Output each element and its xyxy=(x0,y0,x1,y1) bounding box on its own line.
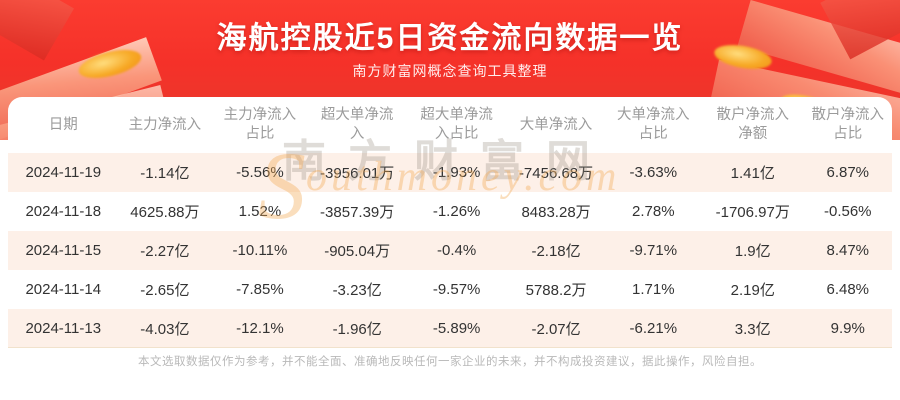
table-row: 2024-11-13 -4.03亿 -12.1% -1.96亿 -5.89% -… xyxy=(8,309,892,348)
table-cell-date: 2024-11-14 xyxy=(25,281,102,298)
table-cell: 5788.2万 xyxy=(525,282,587,299)
table-cell: -3857.39万 xyxy=(320,204,395,221)
table-cell: -3.23亿 xyxy=(332,282,382,299)
table-cell: -1.96亿 xyxy=(332,320,382,338)
table-cell: -6.21% xyxy=(629,319,678,337)
table-cell: -9.71% xyxy=(629,242,678,259)
column-header-retail-ratio: 散户净流入 占比 xyxy=(811,107,885,142)
table-body: 2024-11-19 -1.14亿 -5.56% -3956.01万 -1.93… xyxy=(8,153,892,348)
column-header-large-order-ratio: 大单净流入 占比 xyxy=(617,107,690,142)
page-subtitle: 南方财富网概念查询工具整理 xyxy=(352,63,548,79)
table-cell: -0.4% xyxy=(437,242,477,259)
table-cell: 1.71% xyxy=(632,281,675,298)
column-header-xlarge-order-ratio: 超大单净流 入占比 xyxy=(420,107,493,142)
table-cell: 8.47% xyxy=(826,242,870,259)
table-cell: -3.63% xyxy=(629,164,678,181)
table-cell: -5.56% xyxy=(236,164,284,181)
footer: 本文选取数据仅作为参考，并不能全面、准确地反映任何一家企业的未来，并不构成投资建… xyxy=(0,352,900,370)
table-cell: -12.1% xyxy=(236,319,284,337)
table-cell: 3.3亿 xyxy=(734,320,771,338)
data-table-card: 日期 主力净流入 主力净流入 占比 超大单净流 入 超大单净流 入占比 大单净流… xyxy=(8,97,892,400)
disclaimer-text: 本文选取数据仅作为参考，并不能全面、准确地反映任何一家企业的未来，并不构成投资建… xyxy=(138,356,762,368)
column-header-xlarge-order-net-inflow: 超大单净流 入 xyxy=(320,107,394,142)
table-cell-date: 2024-11-13 xyxy=(25,319,102,337)
table-cell: -7456.68万 xyxy=(518,165,594,182)
table-cell-date: 2024-11-15 xyxy=(25,242,102,259)
table-cell: -1.14亿 xyxy=(140,165,190,182)
table-cell: -4.03亿 xyxy=(140,320,190,338)
table-cell: 6.48% xyxy=(826,281,870,298)
table-cell: 1.9亿 xyxy=(734,243,771,260)
table-cell: -0.56% xyxy=(823,203,872,220)
table-cell: -2.65亿 xyxy=(140,282,190,299)
table-header-row: 日期 主力净流入 主力净流入 占比 超大单净流 入 超大单净流 入占比 大单净流… xyxy=(8,97,892,153)
table-cell: 2.19亿 xyxy=(730,282,775,299)
table-cell: -905.04万 xyxy=(324,243,391,260)
table-cell: -7.85% xyxy=(236,281,284,298)
table-cell: 4625.88万 xyxy=(130,204,200,221)
table-cell: -2.07亿 xyxy=(531,320,581,338)
table-cell: 1.52% xyxy=(238,203,282,220)
column-header-retail-net-inflow: 散户净流入 净额 xyxy=(716,107,789,142)
column-header-large-order-net-inflow: 大单净流入 xyxy=(519,116,593,133)
table-cell: -2.27亿 xyxy=(140,243,190,260)
table-cell: -5.89% xyxy=(432,319,481,337)
table-cell: 6.87% xyxy=(826,164,870,181)
table-cell: -1.93% xyxy=(432,164,481,181)
table-cell-date: 2024-11-19 xyxy=(25,164,102,181)
table-row: 2024-11-15 -2.27亿 -10.11% -905.04万 -0.4%… xyxy=(8,231,892,270)
table-cell-date: 2024-11-18 xyxy=(25,203,102,220)
table-cell: -9.57% xyxy=(432,281,481,298)
table-cell: 8483.28万 xyxy=(521,204,591,221)
table-cell: -3956.01万 xyxy=(320,165,395,182)
table-cell: -1.26% xyxy=(432,203,481,220)
column-header-main-net-inflow-ratio: 主力净流入 占比 xyxy=(223,107,297,142)
table-cell: -1706.97万 xyxy=(715,204,790,221)
table-cell: 1.41亿 xyxy=(730,165,775,182)
table-row: 2024-11-19 -1.14亿 -5.56% -3956.01万 -1.93… xyxy=(8,153,892,192)
table-cell: 9.9% xyxy=(830,319,865,337)
table-cell: 2.78% xyxy=(632,203,675,220)
table-cell: -2.18亿 xyxy=(531,243,581,260)
column-header-date: 日期 xyxy=(48,116,78,133)
column-header-main-net-inflow: 主力净流入 xyxy=(128,116,202,133)
table-cell: -10.11% xyxy=(232,242,288,259)
table-row: 2024-11-14 -2.65亿 -7.85% -3.23亿 -9.57% 5… xyxy=(8,270,892,309)
table-row: 2024-11-18 4625.88万 1.52% -3857.39万 -1.2… xyxy=(8,192,892,231)
page-title: 海航控股近5日资金流向数据一览 xyxy=(216,22,684,55)
